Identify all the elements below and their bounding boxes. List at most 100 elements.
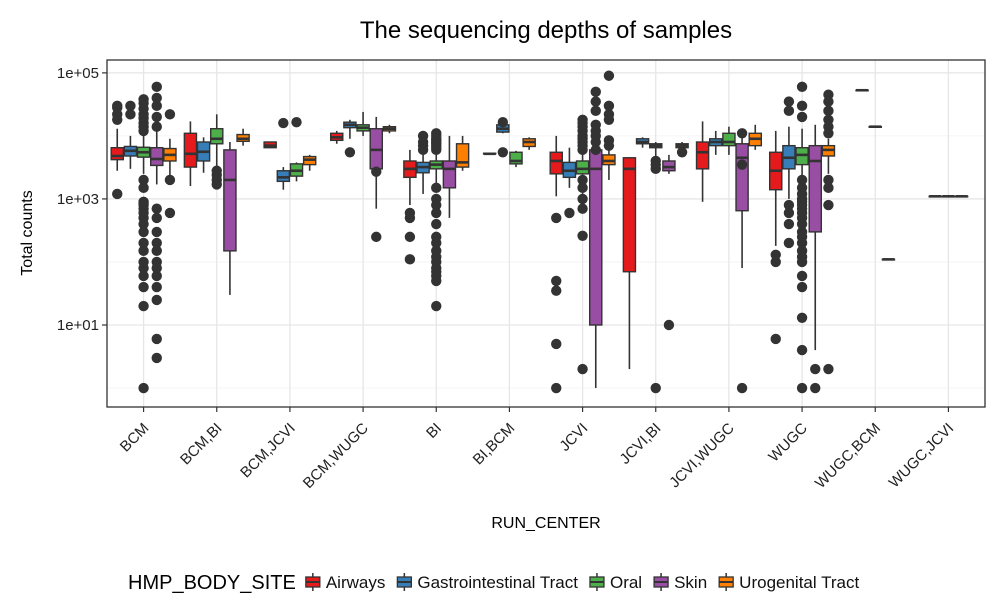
- box-airways: [329, 130, 344, 144]
- outlier-point: [577, 144, 588, 156]
- box-group-bcm-bi: [183, 114, 250, 295]
- outlier-point: [770, 256, 781, 268]
- outlier-point: [796, 81, 808, 93]
- box-skin: [735, 128, 749, 394]
- outlier-point: [151, 203, 162, 214]
- outlier-point: [431, 144, 442, 156]
- outlier-point: [551, 212, 562, 224]
- y-axis-title: Total counts: [19, 190, 36, 275]
- box-iqr: [149, 146, 164, 167]
- outlier-point: [551, 285, 562, 296]
- outlier-point: [125, 100, 136, 112]
- outlier-point: [151, 245, 162, 257]
- legend-label: Gastrointestinal Tract: [417, 573, 578, 592]
- outlier-point: [404, 254, 416, 265]
- outlier-point: [796, 218, 808, 230]
- x-tick-label: WUGC,BCM: [812, 420, 884, 492]
- x-axis-title: RUN_CENTER: [491, 515, 600, 532]
- x-tick-label: BI,BCM: [470, 420, 519, 469]
- outlier-point: [810, 382, 821, 394]
- box-group-jcvi: [549, 70, 616, 394]
- box-group-bi: [403, 128, 470, 312]
- box-gastrointestinal-tract: [416, 130, 430, 194]
- box-oral: [209, 114, 224, 190]
- outlier-point: [164, 207, 176, 219]
- box-gastrointestinal-tract: [782, 96, 796, 249]
- box-group-wugc-jcvi: [928, 195, 969, 198]
- x-axis: BCM BCM,BI BCM,JCVI BCM,WUGC BI BI,BCM JCVI JCV…: [117, 407, 957, 492]
- outlier-point: [417, 144, 429, 156]
- x-tick-label: BCM: [117, 420, 153, 456]
- outlier-point: [783, 218, 795, 230]
- box-skin: [808, 124, 823, 394]
- outlier-point: [823, 96, 834, 107]
- box-gastrointestinal-tract: [123, 100, 138, 169]
- legend-item-oral: Oral: [589, 573, 642, 592]
- outlier-point: [138, 182, 149, 194]
- outlier-point: [577, 193, 588, 205]
- outlier-point: [823, 199, 834, 211]
- box-urogenital-tract: [522, 137, 536, 150]
- legend-item-skin: Skin: [653, 573, 707, 592]
- outlier-point: [783, 207, 795, 219]
- box-gastrointestinal-tract: [196, 137, 211, 173]
- box-airways: [110, 100, 125, 200]
- legend-label: Oral: [610, 573, 642, 592]
- outlier-point: [211, 179, 222, 190]
- outlier-point: [823, 128, 834, 139]
- outlier-point: [151, 237, 162, 249]
- outlier-point: [138, 174, 149, 186]
- outlier-point: [823, 182, 834, 194]
- box-group-jcvi-wugc: [695, 121, 763, 394]
- outlier-point: [138, 226, 149, 238]
- outlier-point: [551, 275, 562, 287]
- outlier-point: [151, 111, 162, 123]
- box-oral: [648, 142, 663, 394]
- box-oral: [289, 116, 304, 182]
- box-group-bcm-jcvi: [263, 116, 317, 190]
- outlier-point: [138, 300, 149, 312]
- outlier-point: [736, 128, 748, 139]
- outlier-point: [151, 226, 162, 238]
- box-iqr: [223, 149, 237, 252]
- box-oral: [136, 94, 151, 394]
- box-urogenital-tract: [748, 124, 763, 150]
- outlier-point: [151, 92, 162, 104]
- box-group-bi-bcm: [482, 116, 536, 168]
- box-oral: [575, 114, 590, 375]
- legend-label: Airways: [326, 573, 386, 592]
- outlier-point: [371, 166, 382, 177]
- outlier-point: [783, 105, 795, 117]
- box-oral: [509, 150, 523, 168]
- outlier-point: [796, 312, 808, 324]
- grid-lines: [107, 60, 985, 407]
- outlier-point: [151, 352, 162, 364]
- box-skin: [442, 135, 457, 218]
- outlier-point: [431, 300, 442, 312]
- chart-title: The sequencing depths of samples: [360, 17, 732, 44]
- box-skin: [588, 86, 603, 389]
- outlier-point: [291, 116, 302, 128]
- outlier-point: [590, 136, 601, 148]
- outlier-point: [151, 212, 162, 224]
- box-oral: [795, 81, 809, 394]
- box-group-wugc: [768, 81, 836, 394]
- outlier-point: [736, 382, 748, 394]
- box-skin: [941, 195, 956, 198]
- box-gastrointestinal-tract: [343, 119, 357, 158]
- outlier-point: [783, 96, 795, 107]
- box-iqr: [442, 160, 457, 189]
- outlier-point: [783, 199, 795, 211]
- box-plot-area: [110, 70, 969, 394]
- outlier-point: [404, 212, 416, 224]
- box-urogenital-tract: [382, 124, 397, 134]
- outlier-point: [551, 338, 562, 350]
- box-iqr: [575, 160, 590, 175]
- box-gastrointestinal-tract: [496, 116, 510, 158]
- box-oral: [356, 111, 370, 136]
- outlier-point: [151, 281, 162, 293]
- outlier-point: [112, 114, 123, 126]
- outlier-point: [125, 109, 136, 120]
- outlier-point: [796, 344, 808, 356]
